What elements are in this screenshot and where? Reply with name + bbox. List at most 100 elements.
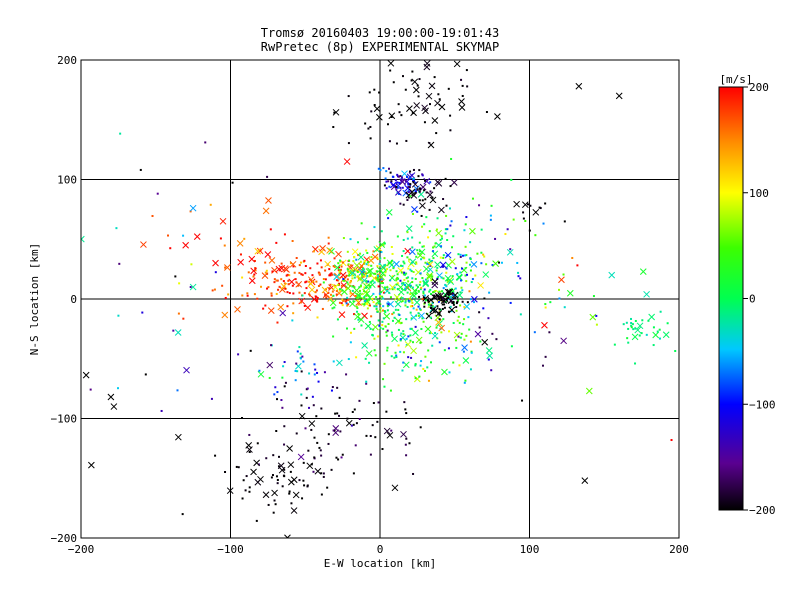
data-point-dot: [353, 327, 356, 330]
data-point-dot: [402, 273, 405, 276]
data-point-dot: [528, 229, 531, 232]
data-point-dot: [249, 349, 252, 352]
data-point-dot: [440, 235, 443, 238]
data-point-dot: [432, 257, 435, 260]
data-point-dot: [409, 195, 412, 198]
data-point-dot: [544, 202, 547, 205]
data-point-dot: [248, 451, 251, 454]
data-point-dot: [349, 238, 352, 241]
data-point-dot: [464, 245, 467, 248]
data-point-cross: [256, 247, 264, 255]
x-tick-label: 100: [520, 543, 540, 556]
data-point-dot: [351, 289, 354, 292]
data-point-cross: [636, 322, 644, 330]
data-point-dot: [415, 255, 418, 258]
data-point-cross: [328, 248, 335, 255]
data-point-dot: [242, 479, 245, 482]
data-point-dot: [301, 294, 304, 297]
data-point-dot: [416, 249, 419, 252]
data-point-dot: [401, 254, 404, 257]
data-point-dot: [308, 372, 311, 375]
data-point-dot: [365, 249, 368, 252]
data-point-dot: [352, 260, 355, 263]
data-point-dot: [632, 328, 635, 331]
data-point-dot: [445, 214, 448, 217]
data-point-dot: [313, 456, 316, 459]
data-point-dot: [395, 270, 398, 273]
data-point-dot: [391, 252, 394, 255]
data-point-cross: [386, 431, 394, 439]
data-point-cross: [376, 113, 383, 121]
data-point-cross: [423, 60, 431, 67]
data-point-dot: [348, 274, 351, 277]
data-point-dot: [381, 320, 384, 323]
y-axis-label: N-S location [km]: [28, 243, 41, 356]
data-point-dot: [409, 183, 412, 186]
data-point-dot: [405, 337, 408, 340]
data-point-dot: [431, 305, 434, 308]
y-tick-label: −100: [51, 413, 78, 426]
data-point-dot: [419, 280, 422, 283]
data-point-dot: [384, 177, 387, 180]
data-point-dot: [287, 279, 290, 282]
data-point-dot: [305, 287, 308, 290]
data-point-dot: [160, 409, 163, 412]
data-point-dot: [414, 292, 417, 295]
data-point-dot: [380, 251, 383, 254]
data-point-dot: [362, 297, 365, 300]
data-point-cross: [435, 241, 442, 249]
data-point-dot: [347, 95, 350, 98]
data-point-cross: [271, 267, 278, 274]
data-point-dot: [670, 439, 673, 442]
data-point-dot: [356, 307, 359, 310]
data-point-dot: [357, 277, 360, 280]
data-point-dot: [297, 284, 300, 287]
data-point-dot: [509, 248, 512, 251]
data-point-dot: [411, 305, 414, 308]
data-point-cross: [254, 478, 262, 486]
data-point-dot: [395, 283, 398, 286]
data-point-dot: [444, 177, 447, 180]
data-point-dot: [471, 278, 474, 281]
data-point-dot: [437, 93, 440, 96]
data-point-dot: [322, 278, 325, 281]
data-point-dot: [533, 331, 536, 334]
data-point-dot: [529, 204, 532, 207]
data-point-cross: [558, 276, 565, 284]
data-point-dot: [244, 489, 247, 492]
data-point-dot: [429, 190, 432, 193]
data-point-dot: [276, 398, 279, 401]
data-point-cross: [428, 82, 436, 90]
data-point-cross: [532, 208, 540, 216]
data-point-dot: [214, 454, 217, 457]
data-point-dot: [264, 271, 267, 274]
data-point-dot: [433, 294, 436, 297]
data-point-cross: [223, 264, 231, 271]
data-point-dot: [363, 286, 366, 289]
data-point-dot: [260, 285, 263, 288]
data-point-dot: [275, 279, 278, 282]
data-point-dot: [490, 369, 493, 372]
data-point-dot: [357, 303, 360, 306]
data-point-dot: [491, 263, 494, 266]
data-point-dot: [463, 306, 466, 309]
data-point-dot: [406, 291, 409, 294]
data-point-dot: [517, 271, 520, 274]
data-point-dot: [283, 468, 286, 471]
data-point-dot: [440, 331, 443, 334]
data-point-dot: [306, 484, 309, 487]
data-point-dot: [371, 334, 374, 337]
data-point-dot: [336, 386, 339, 389]
data-point-cross: [458, 104, 466, 111]
data-point-cross: [474, 330, 482, 338]
data-point-dot: [273, 499, 276, 502]
data-point-dot: [433, 290, 436, 293]
data-point-cross: [365, 268, 373, 275]
data-point-cross: [379, 269, 387, 277]
x-tick-label: −100: [217, 543, 244, 556]
data-point-dot: [418, 187, 421, 190]
data-point-dot: [292, 292, 295, 295]
data-point-dot: [517, 275, 520, 278]
colorbar-tick-label: 200: [749, 81, 769, 94]
data-point-dot: [469, 340, 472, 343]
